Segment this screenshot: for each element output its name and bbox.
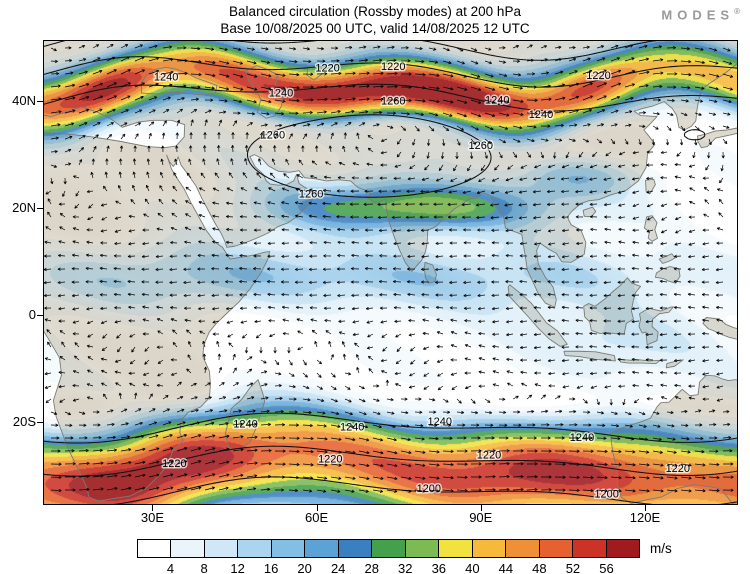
colorbar-tick-label: 48 xyxy=(532,561,547,574)
page-title: Balanced circulation (Rossby modes) at 2… xyxy=(229,4,521,19)
brand-registered-mark: ® xyxy=(734,7,740,16)
title-block: Balanced circulation (Rossby modes) at 2… xyxy=(0,3,750,37)
colorbar-cell xyxy=(238,540,272,557)
colorbar-unit-label: m/s xyxy=(650,541,672,556)
y-tick-mark xyxy=(37,207,43,209)
brand-text: MODES xyxy=(661,7,735,23)
colorbar-cell xyxy=(372,540,406,557)
colorbar-tick-label: 52 xyxy=(565,561,581,574)
x-tick-mark xyxy=(152,505,154,511)
colorbar-tick-label: 8 xyxy=(200,561,208,574)
colorbar-cell xyxy=(439,540,473,557)
x-tick-mark xyxy=(644,505,646,511)
x-tick-mark xyxy=(480,505,482,511)
colorbar-tick-label: 36 xyxy=(431,561,447,574)
colorbar-tick-label: 24 xyxy=(330,561,346,574)
colorbar-tick-label: 12 xyxy=(230,561,245,574)
colorbar-cell xyxy=(506,540,540,557)
y-tick-mark xyxy=(37,314,43,316)
colorbar-cell xyxy=(539,540,574,557)
colorbar-tick-label: 28 xyxy=(364,561,379,574)
x-tick-label: 120E xyxy=(629,510,661,525)
colorbar: 4 8 12 16 20 24 28 32 36 40 44 48 52 56 m/s xyxy=(137,539,737,574)
colorbar-tick-label: 56 xyxy=(599,561,614,574)
y-tick-label: 0 xyxy=(28,306,36,322)
colorbar-cell xyxy=(271,540,306,557)
colorbar-tick-label: 4 xyxy=(166,561,175,574)
colorbar-tick-label: 40 xyxy=(465,561,480,574)
y-tick-label: 20N xyxy=(12,199,36,215)
map-canvas xyxy=(43,40,738,505)
y-tick-label: 20S xyxy=(12,413,36,429)
modes-logo: MODES® xyxy=(661,7,740,22)
colorbar-tick-label: 16 xyxy=(263,561,279,574)
colorbar-scale xyxy=(137,539,640,558)
x-tick-label: 30E xyxy=(140,510,164,525)
colorbar-cell xyxy=(171,540,205,557)
colorbar-cell xyxy=(305,540,339,557)
colorbar-cell xyxy=(338,540,373,557)
colorbar-cell xyxy=(606,540,640,557)
colorbar-cell xyxy=(204,540,239,557)
x-tick-mark xyxy=(316,505,318,511)
map-plot xyxy=(43,40,738,505)
colorbar-tick-label: 44 xyxy=(498,561,514,574)
y-tick-mark xyxy=(37,421,43,423)
x-tick-label: 90E xyxy=(469,510,493,525)
colorbar-cell xyxy=(405,540,440,557)
colorbar-tick-label: 32 xyxy=(398,561,413,574)
colorbar-cell xyxy=(573,540,607,557)
colorbar-cell xyxy=(472,540,507,557)
colorbar-tick-label: 20 xyxy=(297,561,312,574)
page-subtitle: Base 10/08/2025 00 UTC, valid 14/08/2025… xyxy=(220,21,530,36)
y-tick-label: 40N xyxy=(12,92,36,108)
y-tick-mark xyxy=(37,100,43,102)
x-tick-label: 60E xyxy=(305,510,329,525)
colorbar-cell xyxy=(138,540,172,557)
